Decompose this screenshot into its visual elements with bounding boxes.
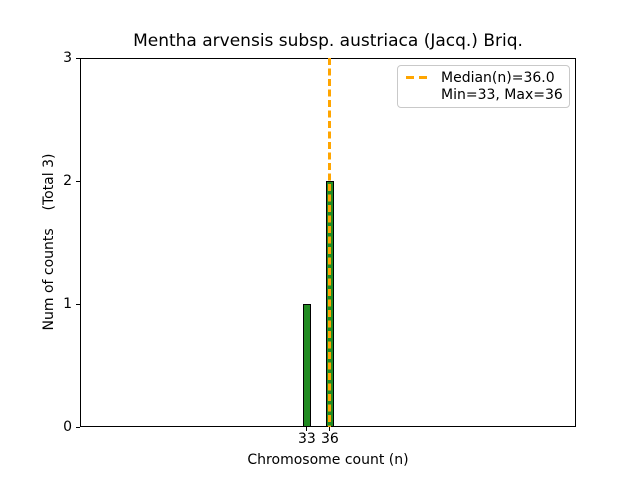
legend: Median(n)=36.0 Min=33, Max=36 bbox=[397, 65, 570, 108]
x-tick-label: 36 bbox=[320, 431, 339, 447]
x-tick-mark bbox=[329, 427, 331, 431]
x-tick-label: 33 bbox=[297, 431, 316, 447]
legend-row-median: Median(n)=36.0 bbox=[406, 69, 563, 87]
legend-label-median: Median(n)=36.0 bbox=[441, 69, 555, 86]
histogram-bar bbox=[303, 304, 311, 427]
y-tick-mark bbox=[76, 57, 80, 59]
median-line-legend-sample bbox=[406, 76, 432, 80]
y-tick-label: 3 bbox=[63, 49, 72, 66]
median-line bbox=[328, 58, 332, 427]
y-tick-mark bbox=[76, 426, 80, 428]
chart-title: Mentha arvensis subsp. austriaca (Jacq.)… bbox=[133, 31, 523, 51]
y-tick-label: 2 bbox=[63, 172, 72, 189]
y-tick-label: 0 bbox=[63, 418, 72, 435]
x-axis-label: Chromosome count (n) bbox=[247, 452, 409, 468]
y-tick-mark bbox=[76, 180, 80, 182]
legend-label-minmax: Min=33, Max=36 bbox=[441, 87, 563, 104]
x-tick-mark bbox=[306, 427, 308, 431]
y-tick-mark bbox=[76, 303, 80, 305]
legend-row-minmax: Min=33, Max=36 bbox=[406, 87, 563, 105]
y-tick-label: 1 bbox=[63, 295, 72, 312]
